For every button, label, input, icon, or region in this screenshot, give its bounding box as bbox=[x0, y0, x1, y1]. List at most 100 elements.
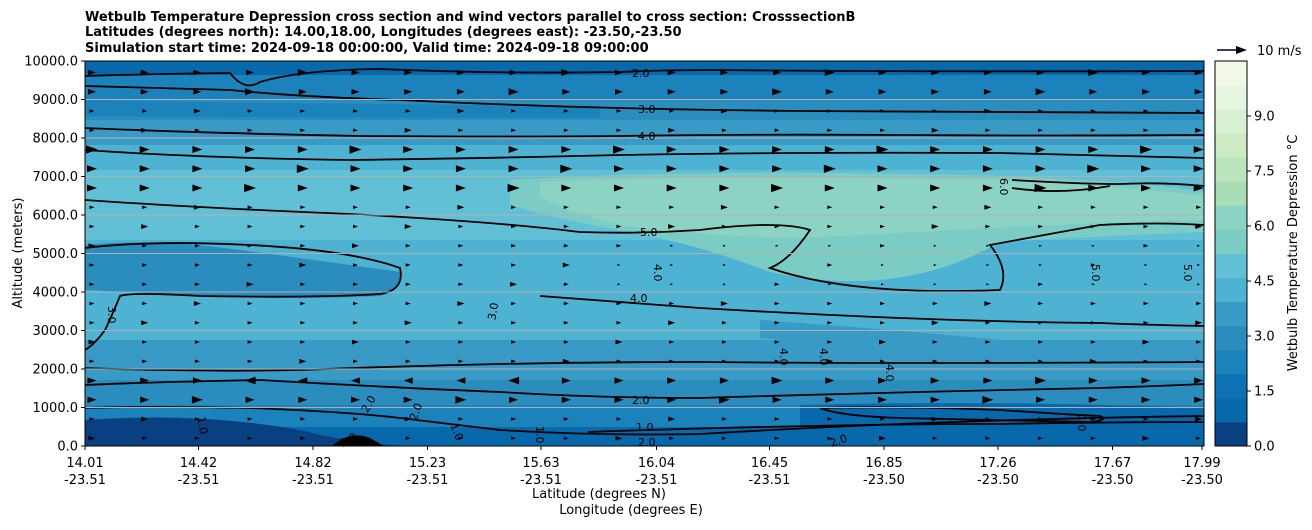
wind-vector-arrow bbox=[353, 417, 358, 421]
wind-vector-arrow bbox=[1142, 69, 1150, 76]
y-tick-label: 3000.0 bbox=[33, 324, 79, 339]
wind-vector-arrow bbox=[721, 321, 727, 325]
wind-vector-arrow bbox=[563, 301, 569, 306]
y-axis-label: Altitude (meters) bbox=[11, 198, 26, 309]
contour-line-4-mid bbox=[539, 295, 1204, 327]
y-tick-label: 6000.0 bbox=[33, 209, 79, 224]
wind-vector-arrow bbox=[1194, 396, 1204, 403]
wind-vector-arrow bbox=[878, 89, 887, 95]
wind-vector-arrow bbox=[562, 89, 571, 95]
wind-vector-arrow bbox=[457, 204, 465, 210]
wind-vector-arrow bbox=[670, 264, 674, 267]
wind-vector-arrow bbox=[404, 127, 412, 133]
wind-vector-arrow bbox=[932, 109, 938, 113]
wind-vector-arrow bbox=[666, 165, 677, 173]
wind-vector-arrow bbox=[722, 264, 726, 267]
colorbar-swatch bbox=[1215, 301, 1247, 327]
contour-line-3-top bbox=[85, 85, 1204, 114]
wind-vector-arrow bbox=[141, 224, 149, 229]
wind-vector-arrow bbox=[1038, 359, 1044, 364]
wind-vector-arrow bbox=[403, 146, 414, 154]
wind-vector-arrow bbox=[1038, 340, 1044, 344]
wind-vector-arrow bbox=[933, 244, 937, 247]
wind-vector-arrow bbox=[985, 128, 991, 133]
wind-vector-arrow bbox=[353, 321, 358, 325]
wind-vector-arrow bbox=[511, 224, 517, 229]
wind-vector-arrow bbox=[881, 283, 884, 286]
wind-vector-arrow bbox=[721, 359, 727, 364]
wind-vector-arrow bbox=[878, 396, 887, 403]
wind-vector-arrow bbox=[247, 359, 253, 364]
wind-vector-arrow bbox=[930, 396, 940, 403]
y-tick-label: 4000.0 bbox=[33, 286, 79, 301]
wind-vector-arrow bbox=[349, 145, 362, 154]
y-tick-label: 7000.0 bbox=[33, 170, 79, 185]
wind-vector-arrow bbox=[458, 128, 464, 133]
colorbar-swatch bbox=[1215, 277, 1247, 303]
wind-vector-arrow bbox=[933, 283, 937, 286]
x-tick-label-lon: -23.50 bbox=[1181, 473, 1223, 488]
x-tick-label-lat: 14.42 bbox=[180, 456, 217, 471]
wind-vector-arrow bbox=[719, 146, 730, 154]
wind-vector-arrow bbox=[668, 320, 676, 326]
wind-vector-arrow bbox=[1195, 320, 1203, 326]
wind-vector-arrow bbox=[300, 417, 306, 421]
wind-vector-arrow bbox=[194, 128, 200, 133]
contour-label-4-top: 4.0 bbox=[638, 130, 656, 143]
chart-title-line-1: Wetbulb Temperature Depression cross sec… bbox=[85, 10, 855, 25]
wind-vector-arrow bbox=[719, 377, 729, 384]
wind-vector-arrow bbox=[616, 417, 622, 421]
wind-vector-arrow bbox=[403, 396, 413, 403]
x-tick-label-lon: -23.51 bbox=[178, 473, 220, 488]
wind-vector-arrow bbox=[299, 262, 307, 268]
wind-vector-arrow bbox=[1196, 340, 1202, 344]
wind-vector-arrow bbox=[141, 416, 149, 422]
wind-vector-arrow bbox=[297, 69, 308, 77]
wind-vector-arrow bbox=[1038, 224, 1044, 229]
wind-vector-arrow bbox=[405, 244, 411, 248]
wind-vector-arrow bbox=[246, 69, 255, 76]
wind-vector-arrow bbox=[880, 224, 885, 229]
wind-vector-arrow bbox=[982, 184, 993, 192]
y-tick-label: 0.0 bbox=[57, 440, 78, 455]
wind-vector-arrow bbox=[194, 359, 200, 364]
wind-vector-arrow bbox=[721, 340, 727, 344]
contour-label-3-top: 3.0 bbox=[638, 103, 656, 116]
wind-vector-arrow bbox=[1039, 264, 1043, 267]
x-tick-label-lon: -23.51 bbox=[749, 473, 791, 488]
wind-vector-arrow bbox=[774, 128, 780, 133]
x-axis-label-latitude: Latitude (degrees N) bbox=[532, 487, 666, 502]
wind-vector-arrow bbox=[930, 165, 941, 173]
wind-vector-arrow bbox=[616, 321, 622, 325]
wind-vector-arrow bbox=[615, 89, 623, 95]
wind-vector-arrow bbox=[667, 89, 676, 95]
wind-vector-arrow bbox=[300, 301, 306, 306]
wind-vector-arrow bbox=[1090, 128, 1096, 133]
wind-vector-arrow bbox=[930, 184, 941, 192]
wind-vector-arrow bbox=[825, 396, 835, 403]
contour-label-1-left: 1.0 bbox=[194, 416, 210, 435]
wind-vector-arrow bbox=[1143, 417, 1149, 421]
colorbar-swatch bbox=[1215, 157, 1247, 182]
wind-vector-arrow bbox=[984, 108, 992, 114]
wind-vector-arrow bbox=[563, 244, 569, 248]
colorbar-tick-label: 0.0 bbox=[1254, 440, 1275, 455]
x-tick-label-lon: -23.50 bbox=[1092, 473, 1134, 488]
chart-title-line-2: Latitudes (degrees north): 14.00,18.00, … bbox=[85, 25, 682, 40]
contour-label-5-center: 5.0 bbox=[640, 226, 658, 239]
wind-vector-arrow bbox=[350, 184, 361, 192]
wind-vector-arrow bbox=[827, 417, 833, 421]
wind-vector-arrow bbox=[1196, 109, 1202, 113]
y-tick-label: 5000.0 bbox=[33, 247, 79, 262]
grid-lines bbox=[85, 99, 1204, 408]
wind-vector-arrow bbox=[300, 340, 306, 344]
wind-vector-arrow bbox=[721, 128, 727, 133]
wind-vector-arrow bbox=[89, 224, 95, 229]
contour-label-1-vert: 1.0 bbox=[533, 426, 546, 444]
wind-vector-arrow bbox=[666, 146, 677, 154]
wind-vector-arrow bbox=[825, 89, 834, 95]
contour-label-2-bottom-right: 2.0 bbox=[828, 432, 849, 450]
wind-vector-arrow bbox=[616, 205, 622, 210]
wind-vector-arrow bbox=[353, 282, 358, 287]
wind-vector-arrow bbox=[89, 128, 95, 133]
